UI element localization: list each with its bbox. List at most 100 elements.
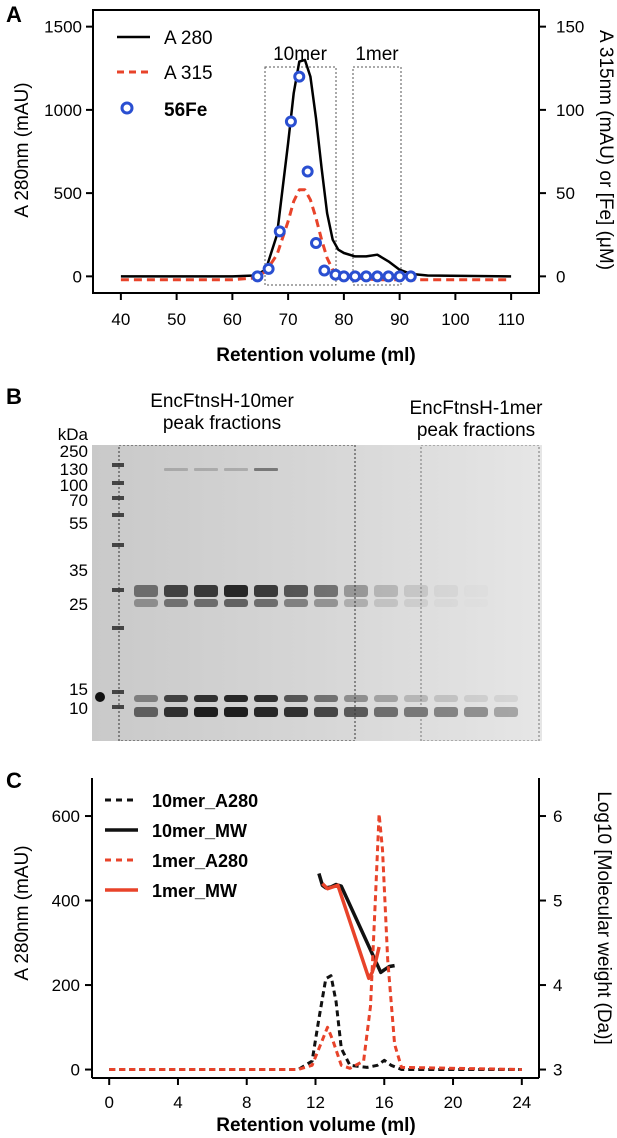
y-tick-label-right-a: 100 (556, 101, 584, 120)
marker-band (112, 543, 124, 547)
gel-band-15kda (464, 695, 488, 702)
gel-band-10kda (404, 707, 428, 717)
legend-label-10mer-a280: 10mer_A280 (152, 791, 258, 811)
gel-box-10mer (118, 445, 356, 741)
gel-band-10kda (134, 707, 158, 717)
gel-band-10kda (284, 707, 308, 717)
x-tick-label-c: 4 (173, 1093, 182, 1112)
fe-marker (293, 70, 306, 83)
gel-band-10kda (314, 707, 338, 717)
gel-band-27kda (494, 585, 518, 597)
legend-label-1mer-mw: 1mer_MW (152, 881, 237, 901)
chart-c: 0 4 8 12 16 20 24 0 200 400 600 3 4 5 6 Retention volu… (12, 778, 614, 1136)
ladder-label: 55 (69, 514, 88, 533)
series-line-1mer-mw (321, 882, 381, 981)
y-tick-label-right-c: 5 (553, 892, 562, 911)
series-line-a-315 (120, 188, 512, 282)
gel-band-15kda (224, 695, 248, 702)
gel-band-10kda (494, 707, 518, 717)
gel-band-10kda (434, 707, 458, 717)
kda-label: kDa (57, 425, 88, 444)
gel-band-10kda (254, 707, 278, 717)
gel-band-25kda (194, 599, 218, 607)
gel-image (92, 445, 542, 741)
gel-band-27kda (464, 585, 488, 597)
x-tick-label-c: 12 (306, 1093, 325, 1112)
ladder-label: 100 (59, 476, 88, 495)
legend-label-a280: A 280 (164, 28, 213, 49)
gel-band-27kda (314, 585, 338, 597)
y-tick-label-right-a: 150 (556, 18, 584, 37)
gel-label-1mer: EncFtnsH-1mer peak fractions (388, 398, 564, 442)
gel-band-25kda (224, 599, 248, 607)
legend-marker-fe (120, 101, 134, 115)
ylabel-left-c: A 280nm (mAU) (12, 845, 33, 980)
plot-frame-a (92, 9, 540, 294)
gel-band-15kda (434, 695, 458, 702)
x-tick-label-c: 20 (444, 1093, 463, 1112)
gel-band-25kda (284, 599, 308, 607)
gel-label-1mer-line1: EncFtnsH-1mer (409, 398, 543, 419)
gel-band-27kda (344, 585, 368, 597)
fe-marker (393, 270, 406, 283)
gel-band-27kda (194, 585, 218, 597)
gel-band-27kda (374, 585, 398, 597)
gel-band-27kda (164, 585, 188, 597)
legend-label-fe: 56Fe (164, 100, 207, 121)
gel-band-10kda (224, 707, 248, 717)
marker-band (112, 588, 124, 592)
y-tick-label-right-c: 4 (553, 976, 562, 995)
gel-band-15kda (134, 695, 158, 702)
y-tick-label-right-c: 6 (553, 807, 562, 826)
gel-band-130kda (194, 468, 218, 471)
fe-marker (301, 165, 314, 178)
gel-band-15kda (344, 695, 368, 702)
box-label-10mer: 10mer (273, 44, 328, 65)
gel-band-15kda (164, 695, 188, 702)
y-tick-label-left-a: 0 (73, 267, 82, 286)
gel-band-10kda (344, 707, 368, 717)
x-tick-label-c: 8 (242, 1093, 251, 1112)
y-tick-label-left-a: 1000 (44, 101, 82, 120)
gel-band-25kda (464, 599, 488, 607)
box-1mer (352, 66, 402, 286)
marker-band (112, 481, 124, 485)
gel-band-15kda (254, 695, 278, 702)
fe-marker (251, 270, 264, 283)
x-tick-label-a: 50 (167, 310, 186, 329)
fe-marker (360, 270, 373, 283)
ylabel-right-c: Log10 [Molecular weight (Da)] (593, 791, 614, 1044)
fe-marker (371, 270, 384, 283)
marker-band (112, 513, 124, 517)
ladder-label: 70 (69, 491, 88, 510)
panel-letter-b: B (6, 384, 22, 409)
marker-band (112, 496, 124, 500)
x-tick-label-c: 0 (104, 1093, 113, 1112)
gel-band-27kda (224, 585, 248, 597)
ladder-label: 25 (69, 595, 88, 614)
x-tick-label-a: 90 (390, 310, 409, 329)
series-line-a-280 (120, 58, 512, 278)
gel-band-15kda (404, 695, 428, 702)
x-tick-label-c: 24 (512, 1093, 531, 1112)
legend-label-1mer-a280: 1mer_A280 (152, 851, 248, 871)
y-tick-label-right-c: 3 (553, 1061, 562, 1080)
legend-label-10mer-mw: 10mer_MW (152, 821, 247, 841)
series-line-1mer-a280 (109, 812, 522, 1071)
gel-band-25kda (344, 599, 368, 607)
y-tick-label-right-a: 50 (556, 184, 575, 203)
ladder-label: 10 (69, 699, 88, 718)
y-tick-label-right-a: 0 (556, 267, 565, 286)
fe-marker (310, 237, 322, 250)
gel-band-27kda (134, 585, 158, 597)
legend-label-a315: A 315 (164, 63, 213, 84)
ladder-label: 130 (59, 460, 88, 479)
gel-band-25kda (494, 599, 518, 607)
gel-label-10mer-line1: EncFtnsH-10mer (150, 391, 294, 412)
gel-band-10kda (374, 707, 398, 717)
fe-marker (284, 115, 297, 128)
gel-band-25kda (314, 599, 338, 607)
y-tick-label-left-c: 400 (52, 892, 80, 911)
box-label-1mer: 1mer (355, 44, 399, 65)
fe-marker (262, 262, 275, 275)
